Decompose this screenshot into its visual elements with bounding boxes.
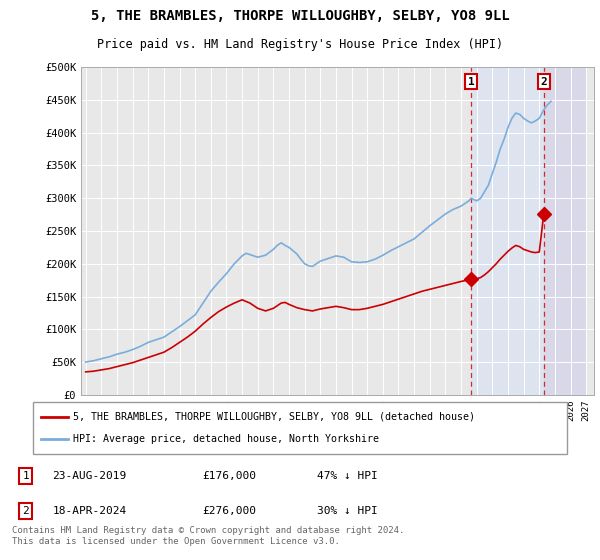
Text: 23-AUG-2019: 23-AUG-2019 [52, 471, 127, 481]
Text: 30% ↓ HPI: 30% ↓ HPI [317, 506, 378, 516]
Text: 2: 2 [541, 77, 547, 87]
Text: £276,000: £276,000 [202, 506, 256, 516]
Text: £176,000: £176,000 [202, 471, 256, 481]
Bar [471, 67, 544, 395]
FancyBboxPatch shape [33, 402, 567, 454]
Text: 18-APR-2024: 18-APR-2024 [52, 506, 127, 516]
Text: Price paid vs. HM Land Registry's House Price Index (HPI): Price paid vs. HM Land Registry's House … [97, 38, 503, 51]
Text: 47% ↓ HPI: 47% ↓ HPI [317, 471, 378, 481]
Text: 5, THE BRAMBLES, THORPE WILLOUGHBY, SELBY, YO8 9LL (detached house): 5, THE BRAMBLES, THORPE WILLOUGHBY, SELB… [73, 412, 475, 422]
Text: Contains HM Land Registry data © Crown copyright and database right 2024.
This d: Contains HM Land Registry data © Crown c… [12, 526, 404, 546]
Text: HPI: Average price, detached house, North Yorkshire: HPI: Average price, detached house, Nort… [73, 434, 379, 444]
Bar [544, 67, 586, 395]
Text: 2: 2 [22, 506, 29, 516]
Text: 5, THE BRAMBLES, THORPE WILLOUGHBY, SELBY, YO8 9LL: 5, THE BRAMBLES, THORPE WILLOUGHBY, SELB… [91, 9, 509, 23]
Text: 1: 1 [22, 471, 29, 481]
Text: 1: 1 [467, 77, 475, 87]
